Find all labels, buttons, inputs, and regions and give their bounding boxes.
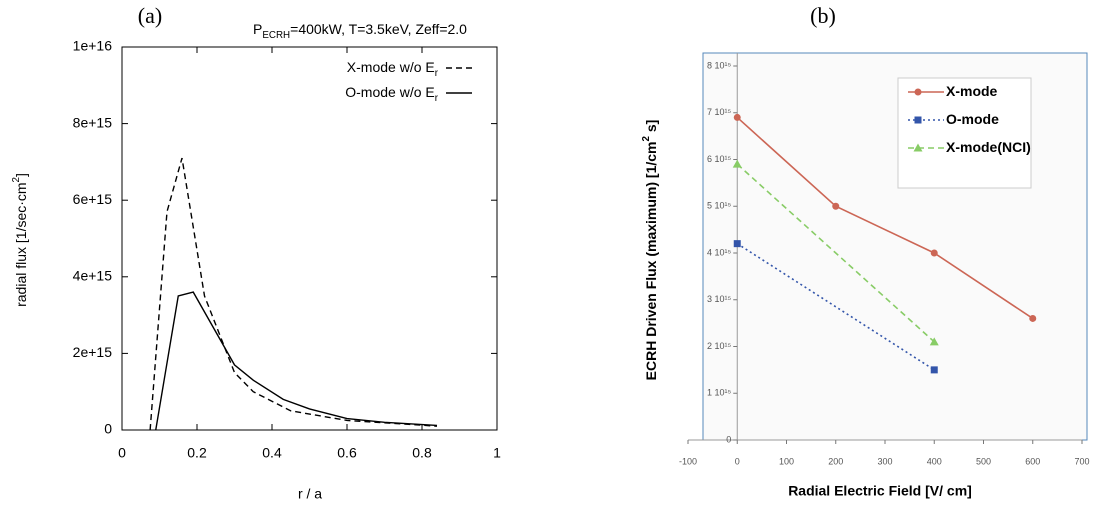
annotation-part: =400kW, T=3.5keV, Zeff=2.0: [290, 21, 467, 37]
y-tick-label: 7 10¹⁵: [707, 107, 732, 117]
x-tick-label: 400: [927, 456, 942, 466]
x-tick-label: 0: [735, 456, 740, 466]
y-axis-label: radial flux [1/sec·cm2]: [11, 173, 29, 307]
x-axis-label: Radial Electric Field [V/ cm]: [788, 483, 972, 499]
x-tick-label: 0.4: [262, 445, 282, 461]
y-tick-label: 5 10¹⁵: [707, 201, 732, 211]
marker: [930, 366, 938, 374]
series-line: [155, 291, 438, 431]
y-axis-label-part: 2: [11, 177, 22, 182]
y-tick-label: 6 10¹⁵: [707, 154, 732, 164]
x-tick-label: 500: [976, 456, 991, 466]
legend-label-part: O-mode w/o E: [345, 84, 434, 100]
y-tick-label: 8 10¹⁵: [707, 60, 732, 70]
annotation: PECRH=400kW, T=3.5keV, Zeff=2.0: [253, 21, 467, 41]
legend-label: X-mode: [946, 83, 998, 99]
legend-label-part: X-mode(NCI): [946, 139, 1031, 155]
y-axis-label-part: radial flux [1/sec·cm: [13, 182, 29, 306]
chart-title: (a): [138, 3, 162, 28]
y-tick-label: 0: [726, 434, 731, 444]
x-tick-label: -100: [679, 456, 697, 466]
legend-marker: [914, 116, 922, 124]
chart: 0 2e+15 4e+15 6e+15 8e+15 1e+16 0 0.2 0.4 0.6 0.8 1…: [11, 3, 501, 502]
x-tick-label: 0.6: [337, 445, 357, 461]
marker: [732, 159, 742, 168]
y-axis-label-part: 2: [641, 135, 652, 141]
legend-box: [897, 77, 1032, 189]
legend-marker: [914, 88, 922, 96]
x-tick-label: 100: [779, 456, 794, 466]
y-tick-label: 1 10¹⁵: [707, 388, 732, 398]
y-axis-label-part: s]: [643, 120, 659, 136]
y-axis-label-part: ]: [13, 173, 29, 177]
annotation-part: ECRH: [262, 30, 290, 41]
legend-label-part: X-mode w/o E: [347, 59, 435, 75]
x-tick-label: 1: [493, 445, 501, 461]
x-tick-label: 0.8: [412, 445, 432, 461]
marker: [1029, 314, 1037, 322]
series-line: [736, 242, 935, 371]
marker: [832, 202, 840, 210]
x-tick-label: 0.2: [187, 445, 207, 461]
x-tick-label: 700: [1074, 456, 1089, 466]
plot-frame: [121, 46, 498, 431]
y-tick-label: 2e+15: [73, 344, 113, 360]
y-axis-label: ECRH Driven Flux (maximum) [1/cm2 s]: [641, 120, 659, 381]
y-axis-label-part: ECRH Driven Flux (maximum) [1/cm: [643, 141, 659, 380]
x-tick-label: 600: [1025, 456, 1040, 466]
y-tick-label: 6e+15: [73, 191, 113, 207]
x-tick-label: 0: [118, 445, 126, 461]
y-tick-label: 3 10¹⁵: [707, 294, 732, 304]
x-tick-label: 300: [877, 456, 892, 466]
marker: [930, 249, 938, 257]
y-tick-label: 8e+15: [73, 114, 113, 130]
y-tick-label: 0: [104, 421, 112, 437]
y-tick-label: 1e+16: [73, 38, 113, 54]
y-tick-label: 4e+15: [73, 268, 113, 284]
marker: [929, 337, 939, 346]
legend-label: O-mode w/o Er: [345, 84, 438, 104]
legend-label: X-mode(NCI): [946, 139, 1031, 155]
series-line: [736, 116, 1034, 320]
chart-title: (b): [810, 3, 836, 28]
marker: [733, 113, 741, 121]
series-line: [736, 163, 935, 343]
annotation-part: P: [253, 21, 262, 37]
marker: [733, 240, 741, 248]
series-line: [149, 157, 438, 431]
legend-label: O-mode: [946, 111, 999, 127]
chart: 0 1 10¹⁵ 2 10¹⁵ 3 10¹⁵ 4 10¹⁵ 5 10¹⁵ 6 10¹⁵ 7 1…: [641, 3, 1089, 499]
legend-label-part: O-mode: [946, 111, 999, 127]
x-tick-label: 200: [828, 456, 843, 466]
y-tick-label: 4 10¹⁵: [707, 247, 732, 257]
legend-marker: [913, 143, 923, 152]
legend-label-part: r: [435, 93, 439, 104]
legend-label: X-mode w/o Er: [347, 59, 439, 79]
legend-label-part: r: [435, 68, 439, 79]
legend-label-part: X-mode: [946, 83, 998, 99]
x-axis-label: r / a: [298, 486, 322, 502]
y-tick-label: 2 10¹⁵: [707, 341, 732, 351]
